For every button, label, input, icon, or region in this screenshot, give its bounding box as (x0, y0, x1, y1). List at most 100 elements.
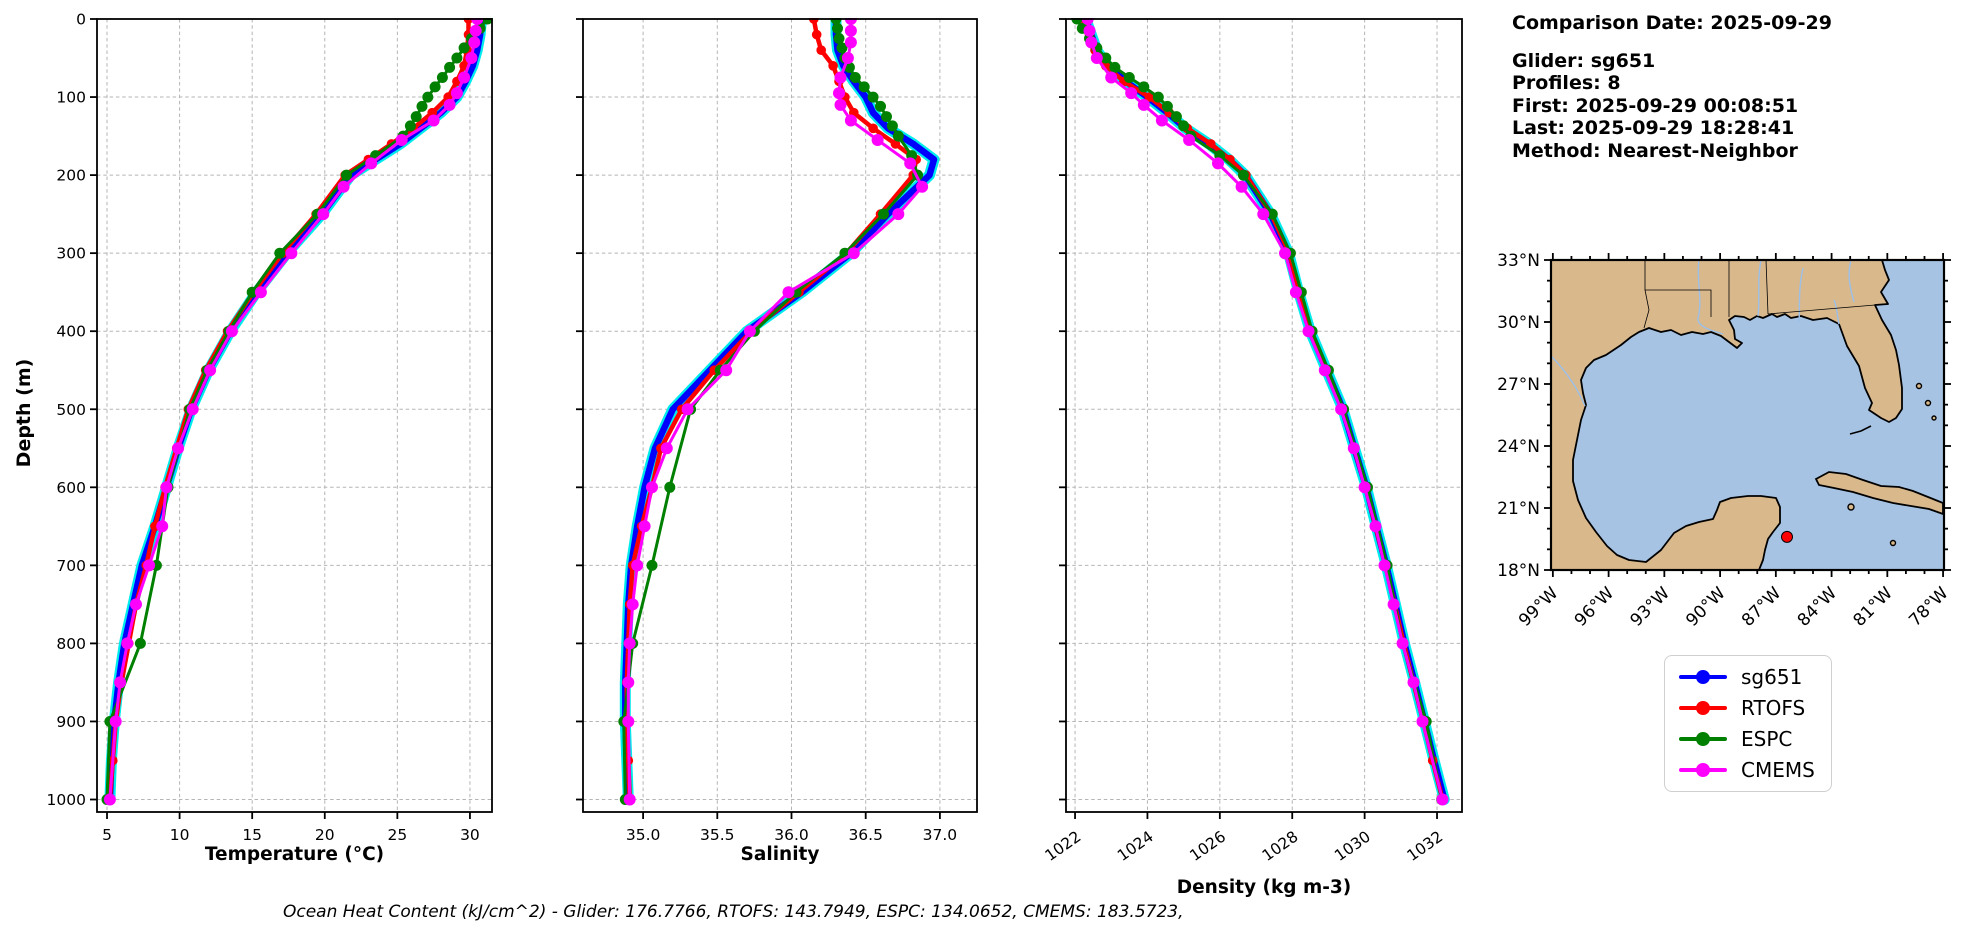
ESPC-marker (1178, 120, 1190, 132)
state-border (1645, 289, 1712, 317)
state-border (1767, 304, 1876, 315)
ESPC-marker (404, 120, 416, 132)
x-tick-label: 37.0 (923, 826, 958, 844)
land-mainland (1551, 260, 1903, 570)
CMEMS-marker (834, 98, 847, 111)
CMEMS-marker (109, 715, 122, 728)
depth-tick-label: 900 (56, 713, 86, 731)
longitude-tick-label: 90°W (1682, 583, 1729, 630)
CMEMS-marker (623, 637, 636, 650)
legend-marker-dot (1696, 732, 1710, 747)
CMEMS-marker (871, 134, 884, 146)
x-tick-label: 1032 (1404, 828, 1447, 865)
CMEMS-marker (103, 793, 116, 806)
ESPC-markers (1071, 18, 1448, 805)
gulf-of-mexico-map: 33°N 30°N 27°N 24°N 21°N 18°N99°W 96°W 93°W 90°W… (1497, 251, 1953, 631)
salinity-panel: 35.0 35.5 36.0 36.5 37.0 (576, 18, 978, 844)
ESPC-marker (1161, 100, 1173, 112)
CMEMS-marker (458, 71, 471, 84)
CMEMS-marker (121, 637, 134, 650)
CMEMS-marker (1436, 793, 1449, 806)
density-series-group (1071, 18, 1450, 806)
ESPC-marker (341, 169, 352, 181)
depth-tick-label: 600 (56, 479, 86, 497)
CMEMS-marker (443, 98, 456, 111)
CMEMS-marker (622, 715, 635, 728)
ESPC-marker (436, 72, 448, 83)
CMEMS-marker (365, 157, 378, 170)
CMEMS-marker (1358, 481, 1371, 494)
depth-tick-label: 100 (56, 89, 86, 107)
legend-marker-dot (1696, 670, 1710, 685)
CMEMS-marker (427, 114, 440, 127)
RTOFS-marker (816, 45, 826, 55)
CMEMS-marker (834, 71, 847, 84)
legend-line-sample (1679, 670, 1727, 685)
ESPC-marker (416, 100, 428, 112)
depth-tick-label: 0 (76, 11, 86, 29)
first-time-text: First: 2025-09-29 00:08:51 (1512, 94, 1799, 117)
ESPC-marker (1138, 81, 1150, 93)
ESPC-marker (886, 120, 898, 132)
longitude-tick-label: 78°W (1905, 583, 1952, 630)
CMEMS-marker (395, 134, 408, 146)
CMEMS-marker (465, 52, 478, 64)
CMEMS-marker (1183, 134, 1196, 146)
longitude-tick-label: 81°W (1850, 583, 1897, 630)
legend-label: CMEMS (1741, 758, 1815, 782)
river (1757, 260, 1762, 317)
CMEMS-marker (204, 364, 217, 377)
latitude-tick-label: 24°N (1497, 437, 1540, 457)
legend-line-sample (1679, 763, 1727, 778)
longitude-tick-label: 87°W (1738, 583, 1785, 630)
x-tick-label: 35.5 (700, 826, 735, 844)
CMEMS-markers (1081, 18, 1449, 806)
ESPC-marker (833, 33, 845, 44)
ESPC-marker (134, 637, 146, 649)
CMEMS-marker (468, 36, 481, 49)
series-legend: sg651 RTOFS ESPC CMEMS (1664, 655, 1832, 792)
density-axis-label: Density (kg m-3) (1176, 877, 1352, 898)
CMEMS-marker (1378, 559, 1391, 572)
ocean-heat-content-text: Ocean Heat Content (kJ/cm^2) - Glider: 1… (283, 902, 1184, 922)
depth-tick-label: 700 (56, 557, 86, 575)
depth-axis-label: Depth (m) (13, 358, 35, 468)
CMEMS-marker (172, 442, 185, 455)
state-border (1765, 260, 1769, 315)
CMEMS-marker (1090, 52, 1103, 64)
legend-label: ESPC (1741, 727, 1793, 751)
map-frame (1549, 258, 1946, 572)
state-border (1643, 260, 1650, 329)
density-axes-frame (1065, 18, 1463, 813)
x-tick-label: 15 (242, 826, 262, 844)
CMEMS-marker (450, 87, 463, 100)
x-tick-label: 1024 (1114, 828, 1157, 865)
CMEMS-marker (1085, 36, 1098, 49)
small-island (1915, 382, 1923, 390)
ESPC-marker (875, 100, 886, 112)
ESPC-marker (274, 247, 286, 259)
salinity-axis-label: Salinity (740, 844, 820, 865)
RTOFS-marker (1144, 92, 1155, 102)
salinity-series-group (618, 18, 940, 806)
x-tick-label: 1022 (1042, 828, 1085, 865)
CMEMS-marker (337, 180, 350, 193)
CMEMS-marker (626, 598, 639, 611)
ESPC-marker (1170, 111, 1182, 123)
x-tick-label: 1030 (1331, 828, 1374, 865)
CMEMS-marker (720, 364, 733, 377)
CMEMS-marker (1302, 325, 1315, 338)
CMEMS-markers (622, 18, 929, 806)
small-island (1889, 539, 1897, 547)
ESPC-marker (867, 91, 879, 103)
latitude-tick-label: 27°N (1497, 375, 1540, 395)
map-area (1549, 258, 1946, 572)
CMEMS-marker (743, 325, 756, 338)
CMEMS-marker (225, 325, 238, 338)
ESPC-marker (422, 91, 434, 103)
comparison-info-panel: Comparison Date: 2025-09-29 Glider: sg65… (1512, 12, 1832, 162)
CMEMS-marker (186, 403, 199, 416)
river (1551, 355, 1586, 407)
river (1798, 267, 1804, 323)
